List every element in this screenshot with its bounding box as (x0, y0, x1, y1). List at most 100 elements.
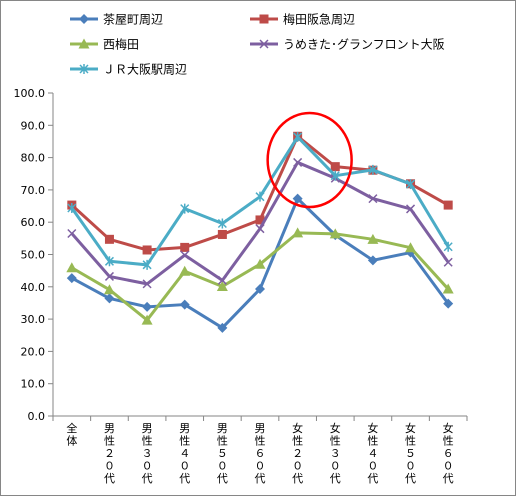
x-tick-label-char: ２ (104, 447, 115, 460)
x-tick-label-char: 女 (292, 421, 303, 435)
data-point (217, 218, 227, 229)
x-tick-label-char: 代 (142, 472, 153, 485)
x-tick-label-char: ０ (330, 460, 341, 473)
data-point (67, 202, 77, 213)
legend-marker (259, 39, 269, 49)
legend-label: うめきた･グランフロント大阪 (283, 38, 445, 52)
x-tick-label-char: 性 (292, 434, 303, 448)
data-point (66, 273, 77, 284)
y-tick-label: 40.0 (21, 281, 46, 294)
x-tick-label-char: 性 (104, 434, 115, 448)
x-tick-label-char: ０ (292, 460, 303, 473)
data-point (142, 245, 152, 255)
data-point (103, 284, 115, 295)
x-tick-label-char: 性 (142, 434, 153, 448)
legend-marker (259, 14, 269, 24)
data-point (104, 271, 114, 281)
legend-item: 茶屋町周辺 (70, 12, 163, 27)
x-tick-label-char: 女 (367, 421, 378, 435)
data-point (104, 256, 114, 267)
data-point (142, 301, 153, 312)
x-tick-label-char: 性 (367, 434, 378, 448)
x-tick-label-char: ０ (443, 460, 454, 473)
x-tick-label-char: ３ (330, 447, 341, 460)
x-tick-label-char: 代 (217, 472, 228, 485)
data-point (293, 157, 303, 167)
x-tick-label-char: 体 (66, 434, 77, 448)
data-point (179, 299, 190, 310)
data-point (442, 283, 454, 294)
y-tick-label: 70.0 (21, 184, 46, 197)
data-point (330, 162, 340, 172)
x-tick-label-char: ６ (443, 447, 454, 460)
x-tick-label-char: ４ (179, 447, 190, 460)
data-point (216, 280, 228, 291)
x-tick-label-char: 性 (217, 434, 228, 448)
highlight-ellipse (266, 111, 353, 209)
x-tick-label-char: 性 (255, 434, 266, 448)
y-tick-label: 0.0 (28, 410, 46, 423)
x-tick-label-char: ０ (367, 460, 378, 473)
x-tick-label-char: ２ (292, 447, 303, 460)
x-tick-label-char: 代 (367, 472, 378, 485)
x-tick-label-char: 男 (104, 422, 115, 435)
plot-series (66, 131, 454, 333)
x-tick-label-char: 全 (66, 421, 77, 435)
y-tick-label: 10.0 (21, 378, 46, 391)
legend-item: 西梅田 (70, 37, 139, 52)
data-point (217, 275, 227, 285)
x-tick-label-char: 代 (443, 472, 454, 485)
data-point (406, 179, 416, 190)
legend-marker (78, 38, 90, 49)
x-tick-label-char: 女 (443, 421, 454, 435)
data-point (367, 255, 378, 266)
x-tick-label-char: 性 (179, 434, 190, 448)
data-point (367, 233, 379, 244)
data-point (330, 170, 340, 181)
x-tick-label-char: 男 (179, 422, 190, 435)
data-point (180, 242, 190, 252)
x-tick-label-char: 代 (255, 472, 266, 485)
x-tick-label-char: 代 (179, 472, 190, 485)
x-tick-label-char: ４ (367, 447, 378, 460)
x-tick-label-char: ０ (104, 460, 115, 473)
x-tick-label-char: 性 (330, 434, 341, 448)
y-tick-label: 30.0 (21, 313, 46, 326)
data-point (141, 314, 153, 325)
data-point (406, 204, 416, 214)
data-point (443, 257, 453, 267)
y-tick-label: 60.0 (21, 216, 46, 229)
y-tick-label: 100.0 (14, 87, 46, 100)
data-point (180, 203, 190, 214)
x-tick-label-char: ５ (405, 447, 416, 460)
data-point (180, 250, 190, 260)
x-tick-label-char: 女 (330, 421, 341, 435)
x-tick-label-char: 代 (104, 472, 115, 485)
series (66, 227, 454, 325)
data-point (368, 164, 378, 175)
data-point (104, 234, 114, 244)
data-point (368, 194, 378, 204)
annotation-layer (266, 111, 353, 209)
x-tick-label-char: ５ (217, 447, 228, 460)
x-tick-label-char: ６ (255, 447, 266, 460)
data-point (405, 242, 417, 253)
legend-label: 梅田阪急周辺 (283, 12, 355, 27)
legend-item: ＪＲ大阪駅周辺 (70, 63, 187, 77)
data-point (142, 259, 152, 270)
data-point (329, 228, 341, 239)
x-tick-label-char: ０ (217, 460, 228, 473)
data-point (292, 193, 303, 204)
